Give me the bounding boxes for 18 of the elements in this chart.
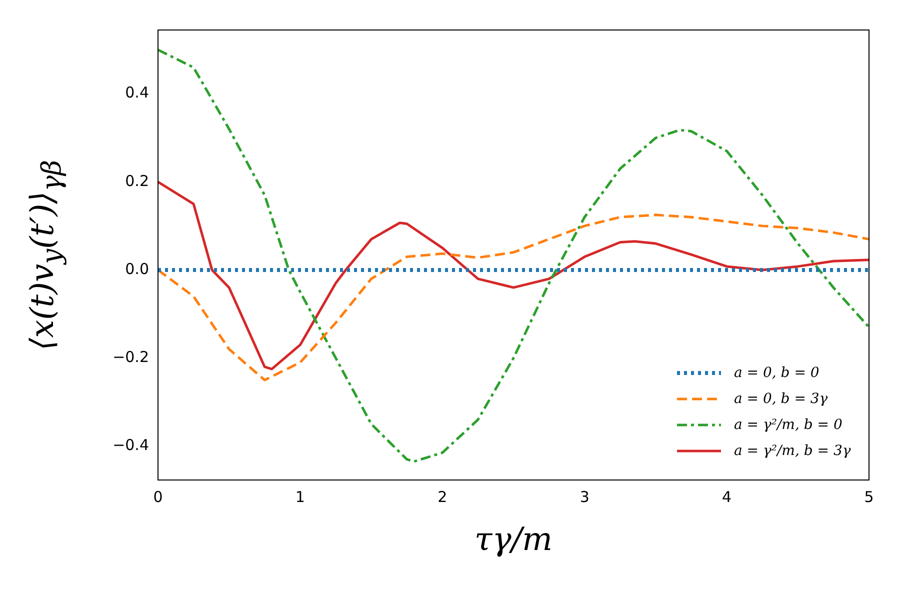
x-tick-label: 3 bbox=[580, 488, 590, 506]
legend-label: a = γ²/m, b = 0 bbox=[734, 417, 842, 433]
legend-label: a = γ²/m, b = 3γ bbox=[734, 443, 851, 459]
x-tick-label: 0 bbox=[153, 488, 163, 506]
x-tick-label: 5 bbox=[864, 488, 874, 506]
x-tick-label: 4 bbox=[722, 488, 732, 506]
x-tick-label: 2 bbox=[438, 488, 448, 506]
legend-label: a = 0, b = 0 bbox=[734, 365, 820, 381]
x-axis-title: τγ/m bbox=[474, 520, 552, 558]
y-tick-label: −0.2 bbox=[112, 348, 149, 366]
line-series bbox=[158, 214, 869, 382]
y-tick-label: 0.0 bbox=[125, 260, 149, 278]
y-tick-label: 0.2 bbox=[125, 172, 149, 190]
y-tick-label: −0.4 bbox=[112, 436, 149, 454]
legend-label: a = 0, b = 3γ bbox=[734, 391, 828, 407]
y-tick-label: 0.4 bbox=[125, 84, 149, 102]
x-tick-label: 1 bbox=[295, 488, 305, 506]
line-series bbox=[158, 48, 869, 463]
